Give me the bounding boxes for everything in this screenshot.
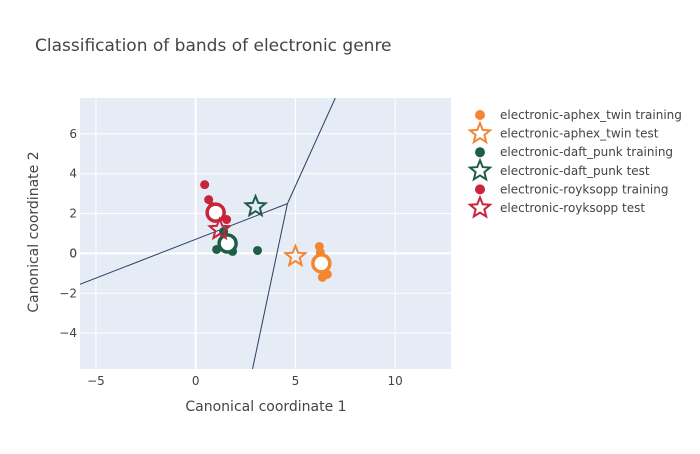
legend-label: electronic-daft_punk test [500,164,650,178]
y-tick-label: 0 [69,246,77,260]
y-tick-label: −2 [59,286,77,300]
grid [80,98,451,369]
legend: electronic-aphex_twin training electronic… [467,108,682,219]
test-point-star [242,193,269,218]
class-centroid-marker [217,233,238,254]
chart-title: Classification of bands of electronic ge… [35,36,392,56]
training-point [253,245,263,255]
legend-item: electronic-royksopp training [475,182,668,196]
legend-item: electronic-daft_punk training [475,145,673,159]
plot-content [80,98,336,369]
legend-marker-circle [475,110,485,120]
legend-label: electronic-daft_punk training [500,145,673,159]
legend-item: electronic-aphex_twin training [475,108,682,122]
training-point [204,195,214,205]
legend-item: electronic-daft_punk test [467,157,650,182]
legend-item: electronic-royksopp test [467,194,645,219]
decision-boundary-line [286,98,336,204]
legend-marker-star [467,194,493,219]
class-centroid-marker [205,202,226,223]
class-centroid-marker [311,253,332,274]
test-point-star [207,216,233,241]
x-tick-label: 5 [292,374,300,388]
y-tick-label: 0 [69,246,77,260]
legend-label: electronic-aphex_twin test [500,127,659,141]
x-tick-label: 10 [388,374,403,388]
legend-marker-circle [475,184,485,195]
legend-item: electronic-aphex_twin test [467,120,659,145]
legend-marker-star [467,157,493,182]
legend-marker-circle [475,147,485,158]
x-axis-label: Canonical coordinate 1 [185,399,346,415]
legend-label: electronic-aphex_twin training [500,108,682,122]
legend-label: electronic-royksopp training [500,182,668,196]
decision-boundary-line [252,203,288,369]
y-tick-label: 2 [69,207,77,221]
y-tick-label: 4 [69,167,77,181]
test-point-star [282,243,308,268]
y-tick-label: 6 [69,127,77,141]
legend-marker-star [467,120,493,145]
y-axis-label: Canonical coordinate 2 [26,151,42,312]
x-tick-label: −5 [87,374,105,388]
y-tick-label: −4 [59,326,77,340]
x-tick-label: 0 [192,374,200,388]
training-point [200,180,210,190]
legend-label: electronic-royksopp test [500,201,645,215]
plot-area [80,98,451,369]
decision-boundary-line [80,203,288,285]
